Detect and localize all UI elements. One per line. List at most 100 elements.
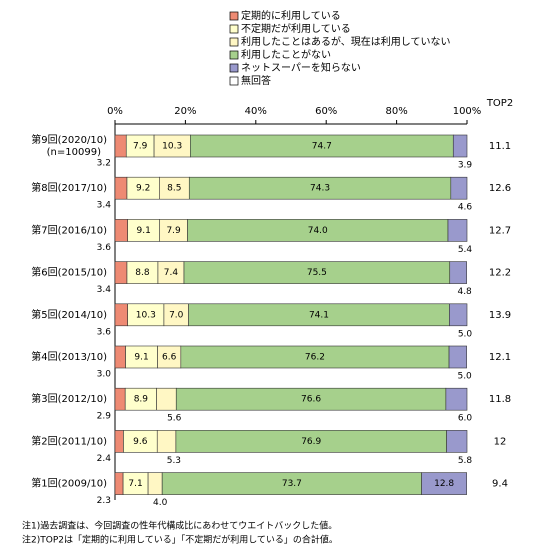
bar-segment (445, 387, 468, 411)
bar-segment (446, 430, 468, 453)
sample-note: (n=10099) (47, 147, 101, 158)
value-label: 76.6 (301, 395, 321, 405)
value-label: 6.0 (458, 414, 473, 424)
bar-segment (421, 472, 467, 495)
x-tick-label: 60% (315, 106, 337, 117)
value-label: 3.9 (458, 161, 473, 171)
bar-segment (156, 430, 177, 453)
value-label: 74.7 (312, 142, 332, 152)
x-tick-label: 0% (107, 106, 123, 117)
legend-swatch (229, 76, 239, 86)
top2-value: 12.7 (489, 225, 511, 236)
value-label: 73.7 (282, 479, 302, 489)
top2-value: 12 (494, 436, 507, 447)
legend-swatch (229, 50, 239, 60)
bar-segment (114, 176, 128, 200)
value-label: 74.1 (309, 310, 329, 320)
bar-segment (449, 303, 468, 327)
value-label: 7.0 (169, 310, 184, 320)
top2-header: TOP2 (486, 98, 513, 109)
bar-segment (450, 176, 468, 200)
bar-segment (447, 219, 468, 242)
footnote: 注1)過去調査は、今回調査の性年代構成比にあわせてウエイトバックした値。 (22, 520, 337, 532)
x-tick-label: 80% (385, 106, 407, 117)
category-label: 第4回(2013/10) (31, 350, 107, 363)
value-label: 9.1 (134, 353, 148, 363)
x-tick-label: 20% (174, 106, 196, 117)
category-label: 第1回(2009/10) (31, 477, 107, 490)
bar-segment (114, 387, 126, 411)
top2-value: 11.1 (489, 141, 511, 152)
bar-segment (448, 345, 467, 369)
top2-value: 12.6 (489, 183, 511, 194)
value-label: 5.0 (458, 329, 473, 339)
value-label: 5.4 (458, 245, 473, 255)
value-label: 8.8 (135, 268, 150, 278)
value-label: 74.0 (308, 226, 328, 236)
top2-value: 13.9 (489, 310, 511, 321)
value-label: 4.0 (153, 498, 168, 508)
legend-label: 定期的に利用している (241, 9, 341, 22)
top2-value: 9.4 (492, 479, 508, 490)
legend-swatch (229, 63, 239, 73)
value-label: 7.1 (128, 479, 142, 489)
value-label: 5.0 (457, 372, 472, 382)
legend-label: ネットスーパーを知らない (241, 61, 361, 74)
value-label: 2.3 (97, 496, 111, 506)
value-label: 3.4 (97, 201, 112, 211)
bar-segment (449, 261, 467, 284)
bar-segment (114, 345, 126, 369)
category-label: 第2回(2011/10) (31, 434, 107, 447)
top2-value: 12.1 (489, 352, 511, 363)
legend-label: 利用したことはあるが、現在は利用していない (241, 35, 451, 48)
x-tick-label: 100% (453, 106, 482, 117)
legend-swatch (229, 24, 239, 34)
legend-label: 無回答 (241, 74, 271, 87)
value-label: 12.8 (434, 479, 454, 489)
value-label: 3.4 (97, 285, 112, 295)
value-label: 2.9 (97, 412, 112, 422)
category-label: 第7回(2016/10) (31, 223, 107, 236)
value-label: 8.5 (167, 184, 181, 194)
bar-segment (452, 134, 468, 158)
value-label: 75.5 (307, 268, 327, 278)
value-label: 5.6 (167, 414, 182, 424)
category-label: 第8回(2017/10) (31, 181, 107, 194)
value-label: 9.2 (136, 184, 150, 194)
value-label: 3.6 (97, 243, 112, 253)
top2-value: 11.8 (489, 394, 511, 405)
legend-swatch (229, 11, 239, 21)
value-label: 10.3 (162, 142, 182, 152)
value-label: 10.3 (136, 310, 156, 320)
category-label: 第3回(2012/10) (31, 392, 107, 405)
value-label: 3.6 (97, 327, 112, 337)
bar-segment (114, 472, 124, 495)
legend-swatch (229, 37, 239, 47)
legend-label: 不定期だが利用している (241, 22, 351, 35)
legend-label: 利用したことがない (241, 48, 331, 61)
value-label: 6.6 (162, 353, 177, 363)
category-label: 第9回(2020/10) (31, 133, 107, 146)
value-label: 3.0 (97, 370, 112, 380)
value-label: 5.8 (458, 456, 473, 466)
value-label: 7.4 (164, 268, 179, 278)
value-label: 74.3 (310, 184, 330, 194)
bar-segment (114, 219, 128, 242)
bar-segment (114, 430, 124, 453)
value-label: 7.9 (166, 226, 181, 236)
footnote: 注2)TOP2は「定期的に利用している」「不定期だが利用している」の合計値。 (22, 534, 338, 546)
value-label: 4.8 (457, 287, 472, 297)
value-label: 76.9 (301, 437, 321, 447)
category-label: 第5回(2014/10) (31, 308, 107, 321)
value-label: 5.3 (167, 456, 181, 466)
bar-segment (114, 134, 127, 158)
value-label: 76.2 (305, 353, 325, 363)
category-label: 第6回(2015/10) (31, 266, 107, 279)
bar-segment (114, 303, 128, 327)
value-label: 9.6 (133, 437, 148, 447)
bar-segment (147, 472, 163, 495)
value-label: 7.9 (133, 142, 148, 152)
top2-value: 12.2 (489, 268, 511, 279)
value-label: 9.1 (137, 226, 151, 236)
